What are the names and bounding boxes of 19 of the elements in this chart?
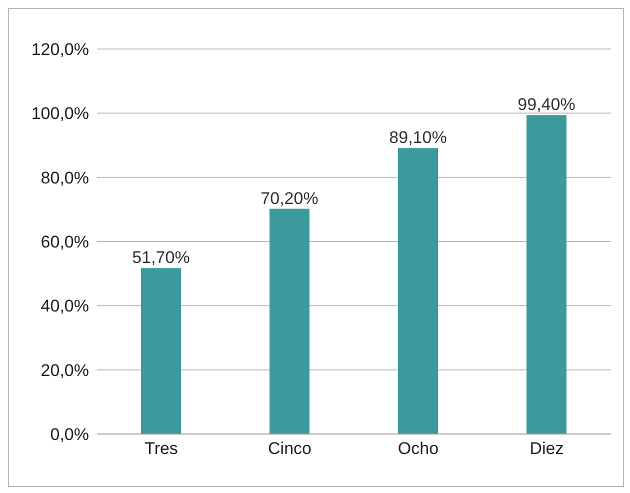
y-tick-label: 0,0% [50,425,89,444]
data-label: 99,40% [518,95,576,114]
y-tick-label: 60,0% [40,232,89,252]
y-tick-label: 20,0% [40,360,89,380]
bar [141,268,181,434]
bar [270,208,310,434]
data-label: 70,20% [260,188,318,208]
y-tick-label: 80,0% [40,168,89,188]
data-label: 51,70% [132,248,190,268]
y-tick-label: 40,0% [40,296,89,316]
y-tick-label: 120,0% [31,40,89,60]
y-tick-label: 100,0% [31,104,89,124]
x-tick-label: Tres [144,439,178,458]
bar [398,148,438,434]
x-tick-label: Cinco [268,439,312,458]
data-label: 89,10% [389,128,447,148]
x-tick-label: Ocho [398,439,439,458]
x-tick-label: Diez [530,439,564,458]
bar [526,115,566,434]
